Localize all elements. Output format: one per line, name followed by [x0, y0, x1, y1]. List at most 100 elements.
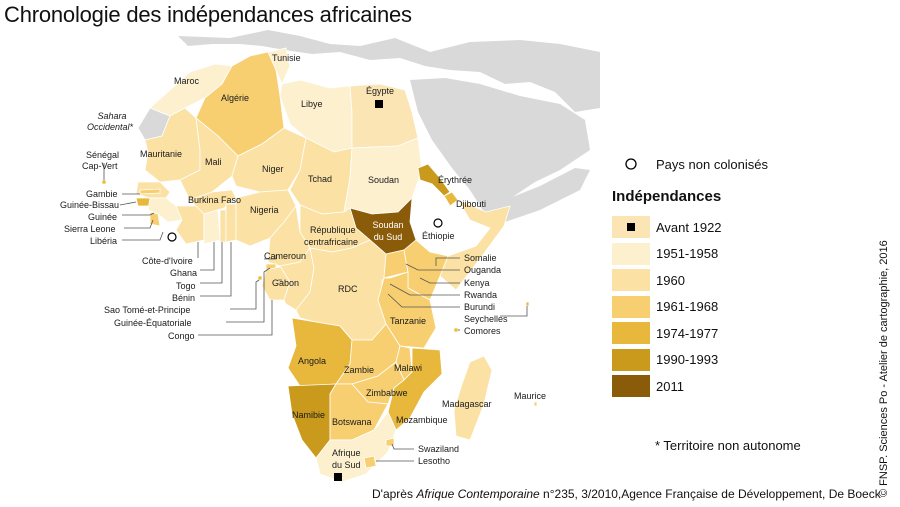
liberia-uncolonized-marker [167, 232, 177, 242]
label-soudan-sud-1: Soudan [372, 220, 403, 230]
label-sahara-1: Sahara [97, 111, 126, 121]
label-sierra-leone: Sierra Leone [64, 224, 116, 234]
label-saotome: Sao Tomé-et-Principe [104, 305, 190, 315]
legend-item-label: 1960 [656, 272, 685, 288]
label-ouganda: Ouganda [464, 265, 501, 275]
country-benin [225, 203, 237, 243]
legend-swatch [612, 348, 650, 371]
legend-item-label: Avant 1922 [656, 219, 722, 235]
label-lesotho: Lesotho [418, 456, 450, 466]
label-madagascar: Madagascar [442, 399, 492, 409]
label-egypte: Égypte [366, 86, 394, 96]
label-togo: Togo [176, 281, 196, 291]
legend-heading: Indépendances [612, 188, 722, 205]
label-namibie: Namibie [292, 410, 325, 420]
label-djibouti: Djibouti [456, 199, 486, 209]
country-maurice [533, 401, 538, 407]
label-nigeria: Nigeria [250, 205, 279, 215]
label-benin: Bénin [172, 293, 195, 303]
legend-swatch [612, 269, 650, 291]
source-prefix: D'après [372, 487, 417, 501]
label-mali: Mali [205, 157, 222, 167]
country-niger [231, 127, 307, 193]
label-afrique-sud-2: du Sud [332, 460, 361, 470]
label-guinee-eq: Guinée-Équatoriale [114, 318, 192, 328]
label-maroc: Maroc [174, 76, 200, 86]
country-sao-tome [257, 275, 263, 281]
label-tanzanie: Tanzanie [390, 316, 426, 326]
label-botswana: Botswana [332, 417, 372, 427]
legend-swatch [612, 375, 650, 397]
legend-item: 1961-1968 [612, 295, 719, 318]
legend-item: 2011 [612, 375, 684, 397]
label-maurice: Maurice [514, 391, 546, 401]
legend-uncolonized-swatch [612, 153, 650, 175]
uncolonized-circle-icon [625, 158, 637, 170]
country-gambie [139, 188, 161, 195]
legend-item-label: 2011 [656, 378, 684, 394]
label-tunisie: Tunisie [272, 53, 301, 63]
label-zambie: Zambie [344, 365, 374, 375]
label-angola: Angola [298, 356, 326, 366]
label-afrique-sud-1: Afrique [332, 448, 361, 458]
country-ouganda [383, 249, 409, 279]
label-cote-divoire: Côte-d'Ivoire [142, 256, 193, 266]
legend-item-label: 1974-1977 [656, 325, 719, 341]
leader-lines [103, 163, 528, 462]
label-guinee: Guinée [88, 212, 117, 222]
legend-swatch [612, 242, 650, 265]
credit: © FNSP. Sciences Po - Atelier de cartogr… [878, 240, 890, 497]
country-cap-vert [101, 179, 107, 185]
country-labels: Maroc Algérie Tunisie Libye Égypte Sahar… [60, 53, 546, 470]
label-zimbabwe: Zimbabwe [366, 388, 408, 398]
country-cote-divoire [175, 205, 205, 245]
country-guinee-bissau [135, 197, 151, 207]
map-title: Chronologie des indépendances africaines [4, 2, 412, 27]
legend-item: 1974-1977 [612, 322, 718, 344]
label-swaziland: Swaziland [418, 444, 459, 454]
label-ethiopie: Éthiopie [422, 231, 455, 241]
source-note: D'après Afrique Contemporaine n°235, 3/2… [372, 487, 881, 501]
africa-countries [101, 47, 538, 483]
footnote: * Territoire non autonome [655, 438, 801, 453]
label-guinee-bissau: Guinée-Bissau [60, 200, 119, 210]
label-algerie: Algérie [221, 93, 249, 103]
legend-item-label: 1961-1968 [656, 299, 719, 314]
label-congo: Congo [168, 331, 195, 341]
label-burkina: Burkina Faso [188, 195, 241, 205]
label-niger: Niger [262, 164, 284, 174]
label-mozambique: Mozambique [396, 415, 448, 425]
source-rest: n°235, 3/2010,Agence Française de Dévelo… [539, 487, 881, 501]
country-tunisie [267, 47, 291, 85]
label-sahara-2: Occidental* [87, 122, 134, 132]
legend-item-label: 1951-1958 [656, 246, 719, 261]
label-somalie: Somalie [464, 253, 497, 263]
legend-item: Avant 1922 [612, 216, 722, 238]
europe-land [178, 30, 600, 112]
legend-uncolonized-label: Pays non colonisés [656, 156, 769, 172]
middle-east-land [410, 78, 590, 204]
legend-item: 1990-1993 [612, 348, 718, 371]
label-cameroun: Cameroun [264, 251, 306, 261]
country-comores [453, 327, 459, 333]
legend-swatch [612, 216, 650, 238]
label-tchad: Tchad [308, 174, 332, 184]
label-libye: Libye [301, 99, 323, 109]
label-malawi: Malawi [394, 363, 422, 373]
label-mauritanie: Mauritanie [140, 149, 182, 159]
label-cap-vert: Cap-Vert [82, 161, 118, 171]
country-madagascar [453, 355, 493, 441]
ethiopie-uncolonized-marker [433, 218, 443, 228]
country-ghana [203, 209, 221, 245]
label-burundi: Burundi [464, 302, 495, 312]
legend-item: 1951-1958 [612, 242, 719, 265]
label-seychelles: Seychelles [464, 314, 508, 324]
legend-swatch [612, 322, 650, 344]
country-tanzanie [377, 271, 437, 349]
label-soudan: Soudan [368, 175, 399, 185]
country-lesotho [363, 455, 377, 469]
label-kenya: Kenya [464, 278, 490, 288]
country-guinee [147, 197, 183, 223]
label-ghana: Ghana [170, 268, 197, 278]
